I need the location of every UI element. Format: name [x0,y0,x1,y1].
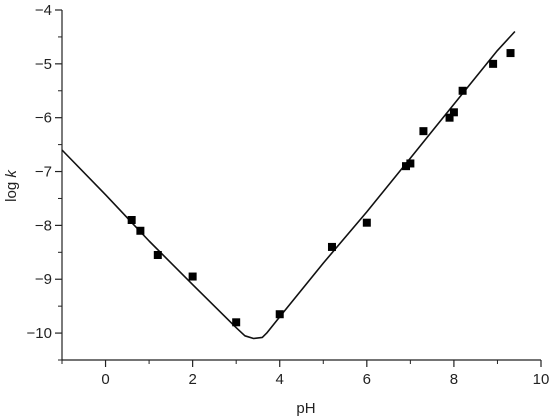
y-tick-label: −7 [35,164,52,181]
tick-labels-group: 0 2 4 6 8 10 −4 −5 −6 −7 −8 −9 −10 [27,2,550,388]
data-point [362,218,371,227]
data-point [136,226,145,235]
fit-curve-group [61,30,516,340]
data-points-group [127,49,515,327]
x-tick-label: 2 [188,371,196,388]
x-axis-label: pH [296,400,315,417]
y-tick-label: −4 [35,2,52,19]
y-tick-label: −9 [35,271,52,288]
x-tick-label: 10 [533,371,550,388]
fit-line [61,30,516,340]
y-tick-label: −10 [27,325,52,342]
data-point [489,59,498,68]
x-tick-label: 0 [101,371,109,388]
y-tick-label: −6 [35,110,52,127]
data-point [275,310,284,319]
data-point [458,86,467,95]
data-point [232,318,241,327]
data-point [327,242,336,251]
y-tick-label: −5 [35,56,52,73]
data-point [153,251,162,259]
data-point [419,127,428,136]
y-axis-label: log k [3,169,20,202]
data-point [127,216,136,224]
data-point [406,159,415,168]
x-tick-label: 4 [276,371,284,388]
x-tick-label: 6 [363,371,371,388]
data-point [188,272,197,281]
x-tick-label: 8 [450,371,458,388]
data-point [402,162,411,171]
data-point [445,113,454,122]
axes [55,9,542,367]
data-point [506,49,515,58]
data-point [449,108,458,117]
y-tick-label: −8 [35,217,52,234]
